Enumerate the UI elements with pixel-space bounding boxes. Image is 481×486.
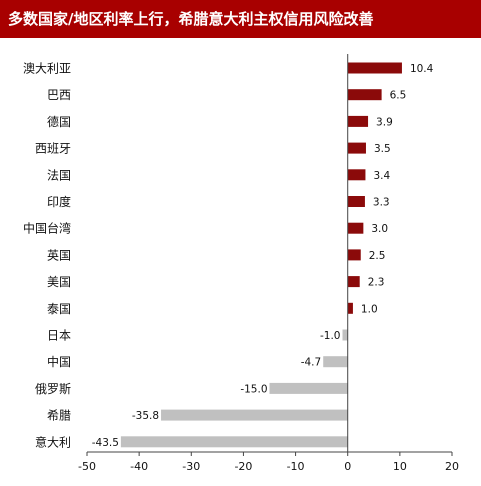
category-label: 印度 (47, 194, 71, 209)
chart-title: 多数国家/地区利率上行，希腊意大利主权信用风险改善 (0, 0, 481, 38)
bar (347, 169, 366, 181)
value-label: 3.9 (376, 116, 393, 128)
bar (161, 409, 348, 421)
x-tick-label: 10 (393, 460, 407, 473)
x-tick-label: -50 (78, 460, 96, 473)
bar (347, 276, 360, 288)
value-label: 6.5 (390, 90, 407, 102)
value-label: 3.3 (373, 197, 390, 209)
value-label: 2.5 (369, 250, 386, 262)
bar (347, 302, 353, 314)
value-label: -15.0 (240, 383, 267, 395)
x-tick-label: -30 (182, 460, 200, 473)
category-label: 法国 (47, 168, 71, 182)
x-tick-label: -10 (287, 460, 305, 473)
bar (347, 222, 364, 234)
category-label: 美国 (47, 275, 71, 289)
bar (269, 382, 348, 394)
value-label: 3.5 (374, 143, 391, 155)
category-label: 意大利 (35, 434, 71, 449)
category-label: 希腊 (47, 408, 71, 423)
value-label: 3.0 (371, 223, 388, 235)
bar (323, 356, 348, 368)
category-label: 日本 (47, 329, 71, 343)
value-label: -4.7 (301, 357, 322, 369)
bar (120, 436, 348, 448)
bar (347, 115, 369, 127)
bar (347, 249, 361, 261)
bar-chart: 澳大利亚 10.4 巴西 6.5 德国 3.9 西班牙 3.5 法国 3.4 印度 3.3 中国台湾 3.… (23, 54, 459, 473)
bar (347, 196, 365, 207)
category-label: 澳大利亚 (23, 62, 71, 76)
bar (342, 329, 348, 341)
x-tick-label: -40 (130, 460, 148, 473)
value-label: 10.4 (410, 63, 434, 75)
bar (347, 62, 402, 74)
value-label: 3.4 (373, 170, 390, 182)
value-label: 2.3 (368, 277, 385, 289)
category-label: 德国 (47, 114, 71, 129)
value-label: -35.8 (132, 410, 159, 422)
value-label: 1.0 (361, 303, 378, 315)
category-label: 西班牙 (35, 142, 71, 156)
category-label: 英国 (47, 248, 71, 262)
category-label: 俄罗斯 (35, 382, 71, 396)
category-label: 泰国 (47, 302, 71, 316)
category-label: 中国台湾 (23, 221, 71, 236)
x-tick-label: -20 (234, 460, 252, 473)
x-tick-label: 0 (344, 460, 351, 473)
value-label: -43.5 (92, 437, 119, 449)
category-label: 中国 (47, 354, 71, 369)
bar (347, 142, 366, 154)
bar (347, 89, 382, 101)
x-tick-label: 20 (445, 460, 459, 473)
value-label: -1.0 (320, 330, 341, 342)
category-label: 巴西 (47, 88, 71, 102)
